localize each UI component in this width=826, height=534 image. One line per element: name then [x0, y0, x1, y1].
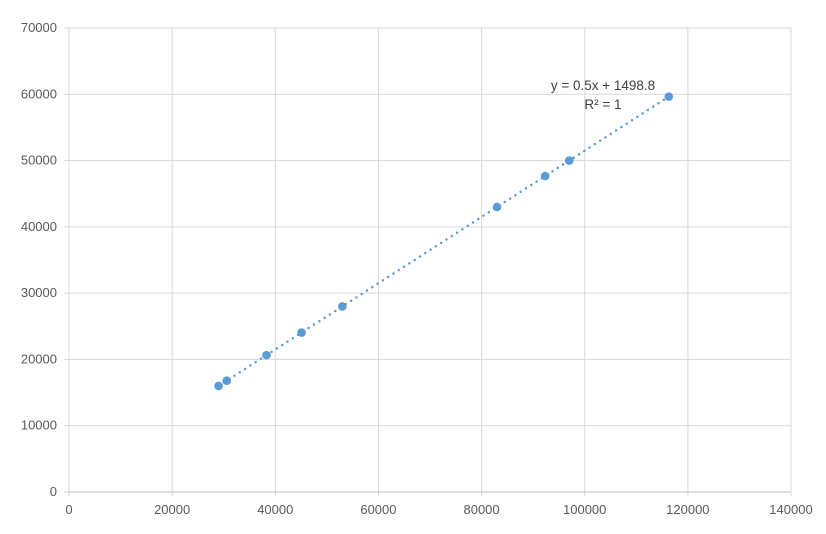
x-tick-label: 100000 [563, 502, 606, 517]
trendline [217, 95, 670, 388]
data-point [214, 381, 223, 391]
x-tick-label: 40000 [257, 502, 293, 517]
data-point [564, 156, 574, 165]
x-tick-label: 140000 [769, 502, 812, 517]
r-squared-value: R² = 1 [584, 97, 622, 112]
y-tick-label: 60000 [21, 86, 57, 101]
data-point [222, 376, 232, 385]
x-tick-label: 60000 [360, 502, 396, 517]
data-point [262, 350, 271, 360]
y-tick-label: 50000 [21, 153, 57, 168]
x-tick-label: 80000 [463, 502, 499, 517]
x-tick-label: 0 [65, 502, 72, 517]
y-tick-label: 40000 [21, 219, 57, 234]
y-tick-label: 10000 [21, 418, 57, 433]
y-tick-label: 20000 [21, 351, 57, 366]
trendline-equation-label: y = 0.5x + 1498.8 R² = 1 [536, 76, 670, 114]
trendline-equation: y = 0.5x + 1498.8 [550, 78, 656, 93]
y-tick-label: 0 [50, 484, 57, 499]
x-tick-label: 120000 [666, 502, 709, 517]
data-point [338, 302, 347, 311]
y-tick-label: 70000 [21, 20, 57, 35]
data-point [664, 92, 674, 101]
data-point [492, 202, 502, 212]
data-point [297, 328, 306, 337]
x-tick-label: 20000 [154, 502, 190, 517]
y-tick-label: 30000 [21, 285, 57, 300]
data-point [540, 171, 550, 181]
